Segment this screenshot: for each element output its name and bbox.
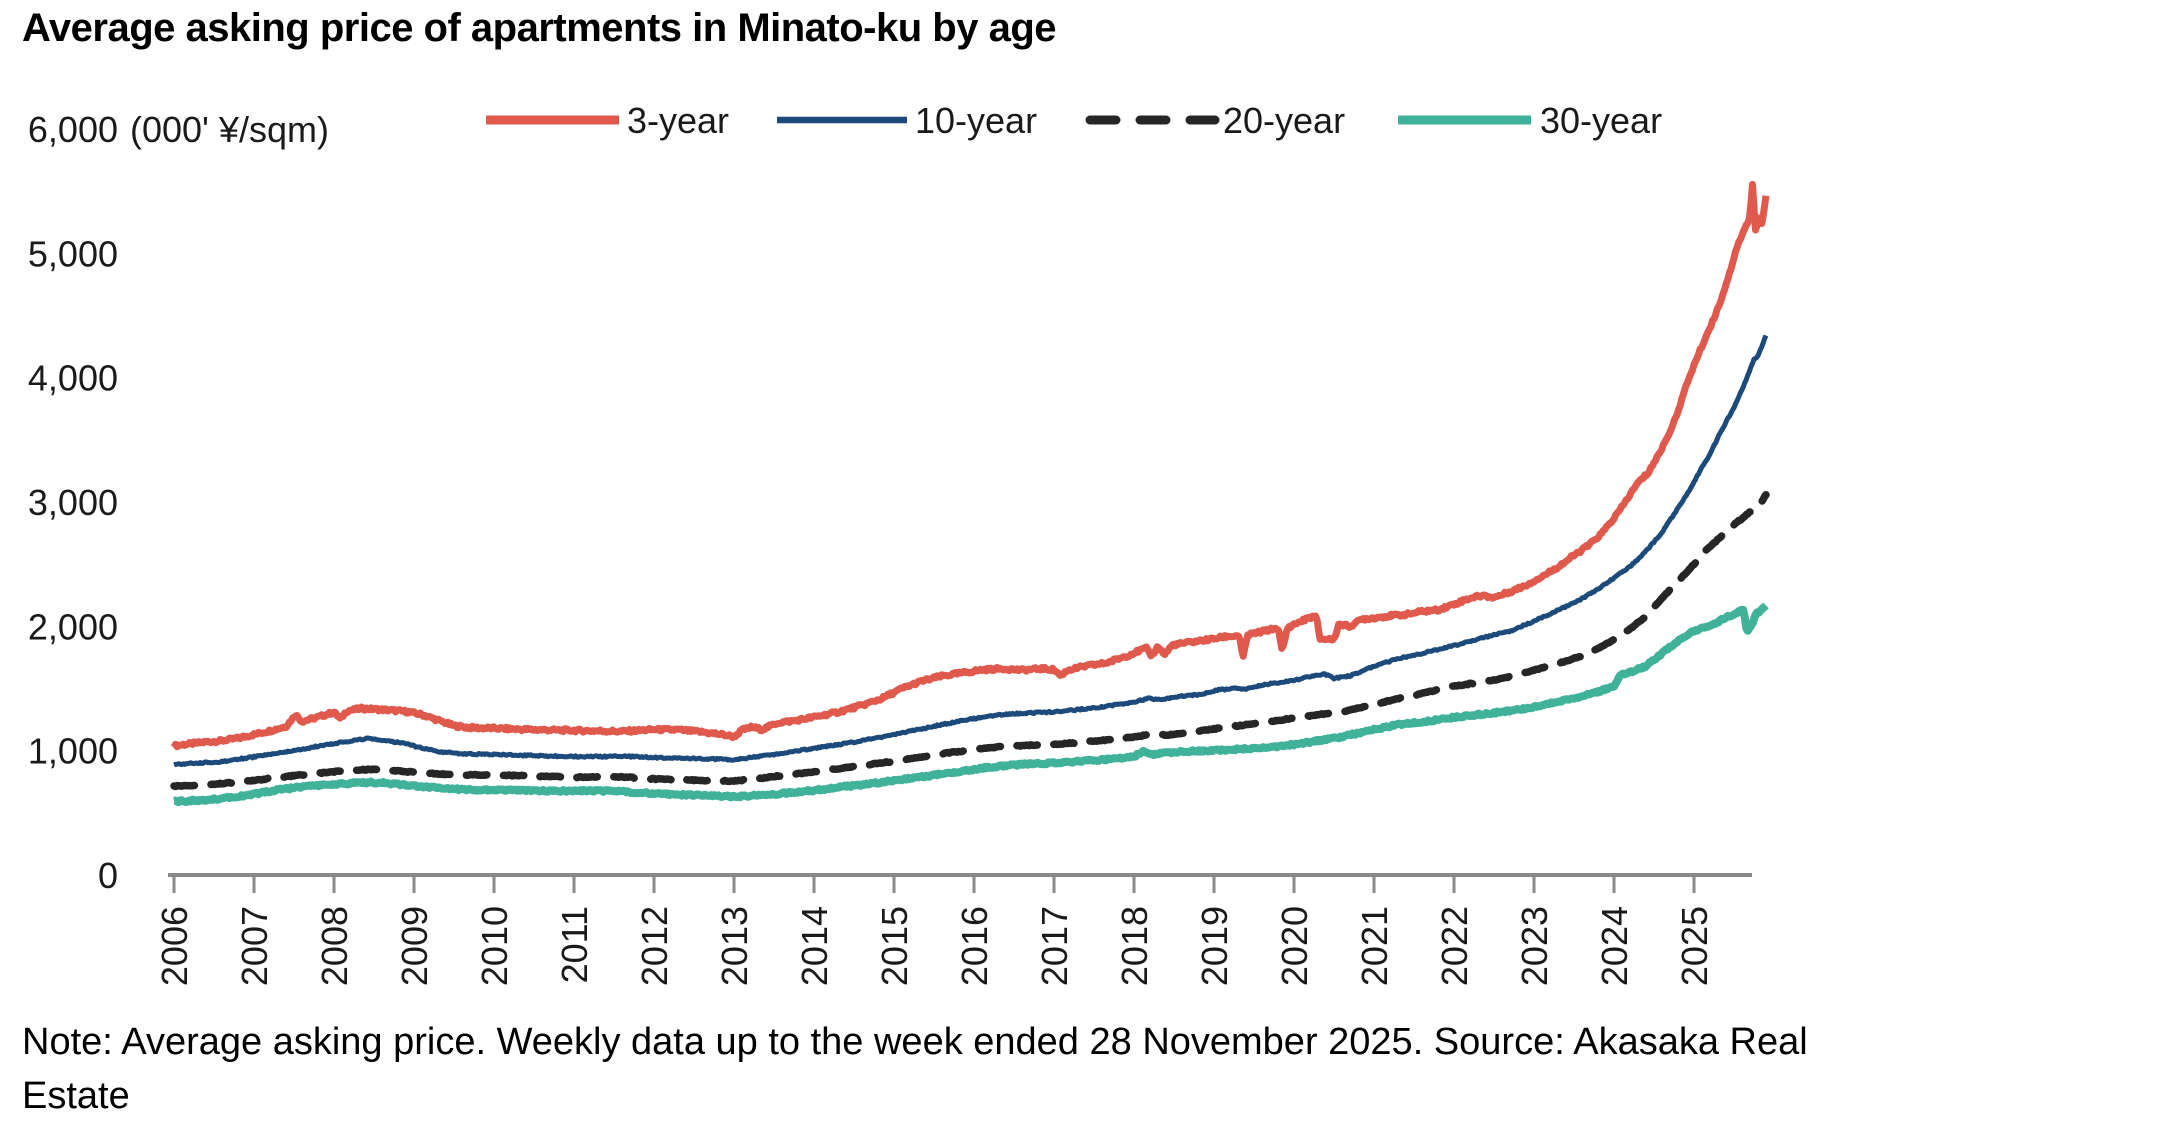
x-tick-label: 2018 [1114, 906, 1155, 986]
x-tick-label: 2024 [1594, 906, 1635, 986]
legend-label-3-year: 3-year [627, 100, 729, 141]
y-tick-label: 1,000 [28, 731, 118, 772]
x-tick-label: 2014 [794, 906, 835, 986]
x-tick-label: 2012 [634, 906, 675, 986]
series-line-3-year [170, 180, 1770, 751]
x-tick-label: 2015 [874, 906, 915, 986]
y-tick-label: 6,000 [28, 109, 118, 150]
y-tick-label: 3,000 [28, 482, 118, 523]
x-tick-label: 2013 [714, 906, 755, 986]
x-tick-label: 2023 [1514, 906, 1555, 986]
x-tick-label: 2008 [314, 906, 355, 986]
x-tick-label: 2007 [234, 906, 275, 986]
y-tick-label: 4,000 [28, 358, 118, 399]
axes-layer: 2006 2007 2008 2009 2010 2011 2012 2013 2014 2015… [28, 109, 1752, 986]
x-tick-label: 2006 [154, 906, 195, 986]
x-tick-label: 2009 [394, 906, 435, 986]
x-tick-label: 2021 [1354, 906, 1395, 986]
series-line-10-year [173, 334, 1769, 768]
x-tick-label: 2011 [554, 906, 595, 983]
series-layer [170, 180, 1770, 807]
y-axis-unit-label: (000' ¥/sqm) [130, 109, 329, 150]
y-tick-label: 2,000 [28, 606, 118, 647]
chart-title: Average asking price of apartments in Mi… [22, 6, 1057, 50]
x-tick-label: 2010 [474, 906, 515, 986]
legend-label-20-year: 20-year [1223, 100, 1345, 141]
legend: 3-year 10-year 20-year 30-year [486, 100, 1662, 141]
x-tick-label: 2019 [1194, 906, 1235, 986]
y-tick-label: 0 [98, 855, 118, 896]
x-tick-label: 2022 [1434, 906, 1475, 986]
x-tick-label: 2016 [954, 906, 995, 986]
series-line-20-year [170, 490, 1770, 791]
source-note: Note: Average asking price. Weekly data … [22, 1021, 1808, 1117]
series-line-30-year [171, 602, 1769, 807]
x-tick-label: 2020 [1274, 906, 1315, 986]
y-tick-label: 5,000 [28, 233, 118, 274]
legend-label-30-year: 30-year [1540, 100, 1662, 141]
legend-label-10-year: 10-year [915, 100, 1037, 141]
x-tick-label: 2025 [1674, 906, 1715, 986]
x-tick-label: 2017 [1034, 906, 1075, 986]
